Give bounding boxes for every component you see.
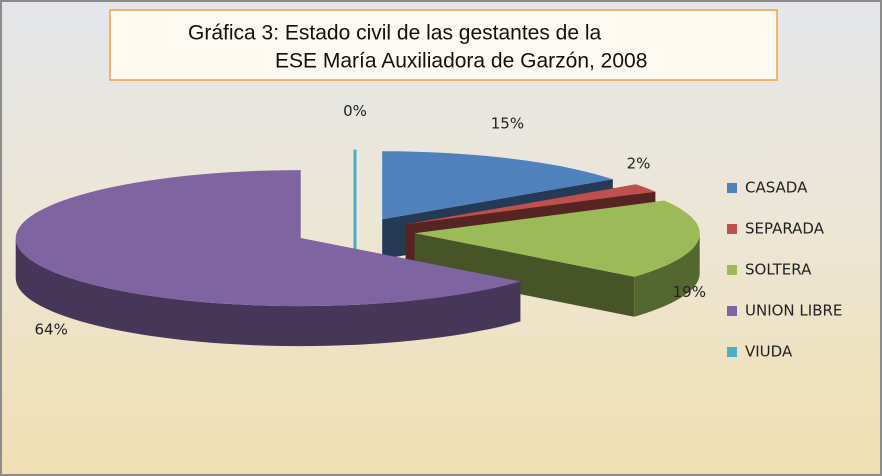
slice <box>15 170 521 307</box>
slice-wall <box>634 233 700 317</box>
legend-swatch <box>727 265 737 275</box>
legend-swatch <box>727 183 737 193</box>
title-box <box>109 9 778 81</box>
chart-title: ESE María Auxiliadora de Garzón, 2008 <box>275 50 647 73</box>
legend-swatch <box>727 306 737 316</box>
data-label: 2% <box>627 154 651 172</box>
slice <box>382 151 613 220</box>
legend-swatch <box>727 224 737 234</box>
legend-label: SOLTERA <box>745 261 812 279</box>
data-label: 15% <box>491 114 524 132</box>
legend-label: SEPARADA <box>745 220 825 238</box>
slice <box>405 184 656 225</box>
data-label: 64% <box>34 320 67 338</box>
legend-swatch <box>727 347 737 357</box>
data-label: 19% <box>673 283 706 301</box>
legend-label: UNION LIBRE <box>745 302 842 320</box>
legend-label: CASADA <box>745 179 808 197</box>
chart-title: Gráfica 3: Estado civil de las gestantes… <box>188 22 602 45</box>
legend-label: VIUDA <box>745 343 793 361</box>
slice-side <box>414 233 635 317</box>
slice-wall <box>15 238 521 347</box>
slice <box>414 200 700 277</box>
data-label: 0% <box>343 102 367 120</box>
